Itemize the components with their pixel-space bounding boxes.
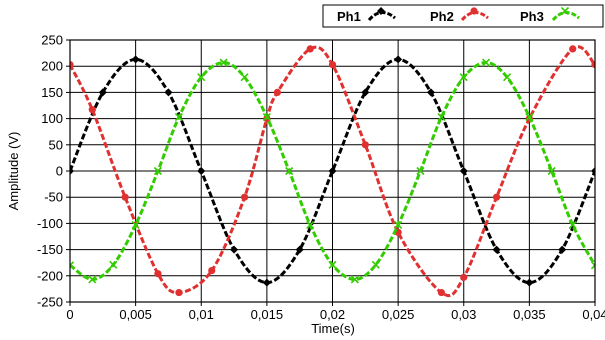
data-point-ph2 [70, 61, 74, 69]
data-point-ph3 [153, 166, 163, 176]
data-point-ph3 [590, 261, 595, 270]
series-ph1 [70, 55, 595, 287]
x-tick-label: 0,005 [119, 307, 152, 322]
data-point-ph2 [121, 193, 129, 201]
data-point-ph3 [416, 166, 425, 176]
data-point-ph1 [426, 88, 435, 97]
x-tick-label: 0,01 [189, 307, 214, 322]
legend: Ph1 Ph2 Ph3 [322, 4, 604, 28]
data-point-ph2 [208, 266, 216, 275]
legend-box [322, 4, 604, 28]
data-point-ph1 [525, 278, 534, 287]
y-tick-label: 100 [41, 111, 63, 126]
data-point-ph3 [502, 73, 512, 82]
data-point-ph2 [88, 106, 96, 114]
y-axis-ticks: 250 200 150 100 50 0 -50 -100 -150 -200 -250 [37, 33, 70, 310]
data-point-ph1 [459, 167, 468, 175]
legend-marker-ph3 [560, 6, 570, 16]
data-point-ph1 [70, 167, 74, 175]
legend-sample-ph2 [460, 7, 489, 22]
data-point-ph1 [230, 245, 239, 254]
data-point-ph1 [98, 88, 107, 97]
legend-label-ph3: Ph3 [520, 9, 544, 24]
series-ph3 [70, 58, 595, 284]
data-point-ph3 [394, 220, 403, 230]
y-tick-label: -250 [37, 295, 63, 310]
data-point-ph1 [295, 245, 304, 254]
data-point-ph2 [273, 88, 281, 96]
data-point-ph2 [154, 270, 162, 278]
x-tick-label: 0,015 [251, 307, 284, 322]
data-point-ph2 [306, 45, 314, 53]
data-point-ph3 [174, 112, 184, 122]
y-tick-label: -200 [37, 268, 63, 283]
series-ph2 [70, 45, 595, 298]
y-tick-label: -100 [37, 216, 63, 231]
data-point-ph3 [459, 73, 468, 82]
data-point-ph3 [109, 260, 118, 269]
data-point-ph3 [131, 220, 140, 230]
x-tick-label: 0,03 [451, 307, 476, 322]
data-point-ph2 [361, 141, 369, 149]
y-tick-label: 200 [41, 59, 63, 74]
data-point-ph2 [460, 273, 468, 281]
data-point-ph3 [70, 261, 75, 270]
data-point-ph3 [525, 112, 534, 122]
data-point-ph1 [591, 167, 595, 175]
y-tick-label: -150 [37, 242, 63, 257]
x-axis-ticks: 0 0,005 0,01 0,015 0,02 0,025 0,03 0,035 0,04 [66, 302, 605, 322]
y-axis-title: Amplitude (V) [6, 132, 21, 211]
data-point-ph3 [481, 58, 491, 67]
data-point-ph3 [568, 220, 577, 230]
legend-marker-ph1 [377, 7, 385, 15]
data-point-ph2 [591, 61, 595, 69]
data-point-ph1 [262, 278, 271, 287]
legend-sample-ph1 [367, 7, 396, 22]
data-point-ph3 [547, 166, 556, 176]
legend-label-ph1: Ph1 [337, 9, 361, 24]
data-point-ph1 [394, 55, 403, 64]
y-tick-label: 250 [41, 33, 63, 48]
y-tick-label: 0 [56, 164, 63, 179]
legend-marker-ph2 [470, 7, 478, 15]
x-tick-label: 0,04 [582, 307, 605, 322]
y-tick-label: 50 [49, 137, 63, 152]
data-point-ph2 [240, 193, 249, 201]
data-point-ph3 [328, 260, 337, 269]
data-point-ph3 [285, 166, 294, 176]
data-point-ph3 [437, 112, 446, 122]
data-point-ph3 [371, 260, 380, 269]
data-point-ph1 [164, 88, 173, 97]
data-point-ph3 [240, 73, 249, 82]
data-point-ph1 [558, 245, 567, 254]
y-tick-label: -50 [44, 190, 63, 205]
data-point-ph3 [88, 275, 97, 284]
data-point-ph2 [569, 45, 577, 53]
data-point-ph1 [131, 55, 140, 64]
data-point-ph2 [175, 288, 183, 297]
data-point-ph3 [306, 220, 315, 230]
series-line-ph1 [70, 57, 595, 285]
data-point-ph1 [197, 167, 206, 175]
series-layer [70, 45, 595, 298]
data-point-ph2 [328, 61, 337, 69]
x-tick-label: 0,025 [382, 307, 415, 322]
y-tick-label: 150 [41, 85, 63, 100]
data-point-ph1 [492, 245, 501, 254]
data-point-ph3 [262, 112, 271, 122]
x-axis-title: Time(s) [311, 321, 355, 336]
legend-label-ph2: Ph2 [430, 9, 454, 24]
x-tick-label: 0 [66, 307, 73, 322]
x-tick-label: 0,035 [513, 307, 546, 322]
x-tick-label: 0,02 [320, 307, 345, 322]
legend-sample-ph3 [551, 6, 580, 22]
data-point-ph3 [197, 73, 206, 82]
data-point-ph1 [328, 167, 337, 175]
data-point-ph1 [361, 88, 370, 97]
data-point-ph3 [219, 58, 228, 67]
data-point-ph3 [350, 275, 359, 284]
data-point-ph2 [492, 193, 501, 201]
data-point-ph2 [437, 288, 446, 297]
